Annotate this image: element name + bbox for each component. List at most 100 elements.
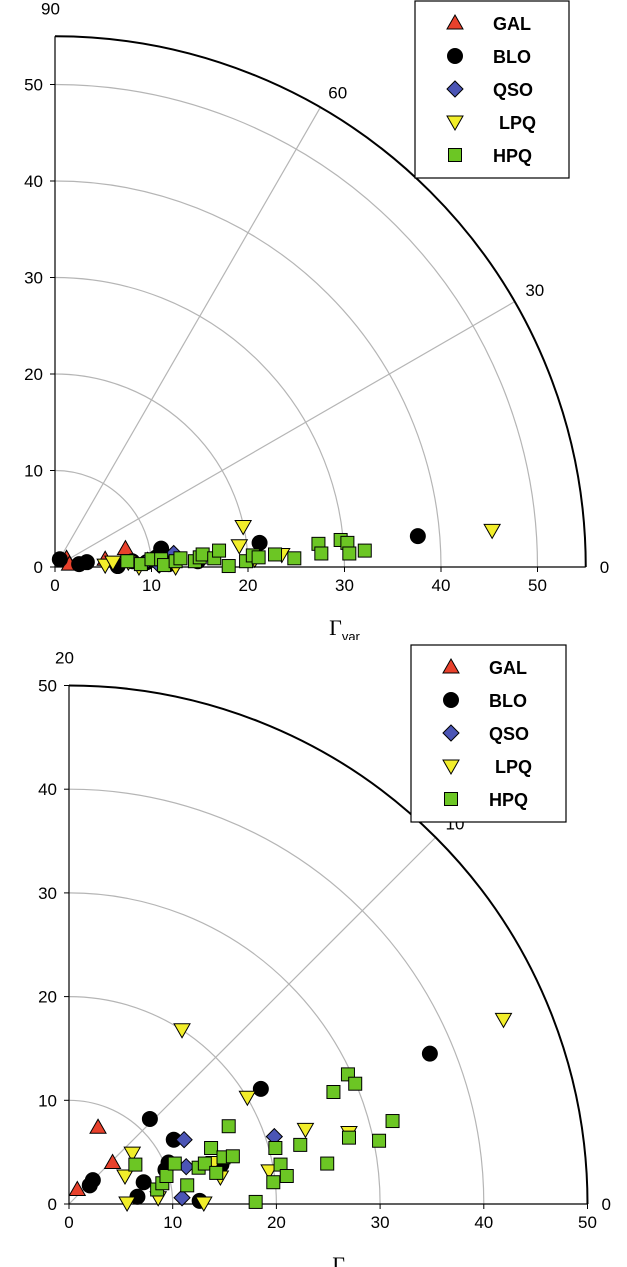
x-tick-label: 10 (163, 1213, 182, 1232)
legend-label-hpq: HPQ (489, 790, 528, 810)
x-tick-label: 20 (239, 576, 258, 595)
legend-marker-lpq (446, 115, 464, 132)
hpq-point (221, 559, 236, 574)
grid-ring (54, 276, 346, 568)
blo-point (84, 1172, 101, 1189)
legend-marker-hpq (444, 792, 458, 806)
hpq-point (167, 1156, 182, 1171)
legend-label-gal: GAL (493, 14, 531, 34)
lpq-point (260, 1164, 279, 1180)
y-tick-label: 20 (24, 365, 43, 384)
blo-point (409, 528, 426, 545)
legend-marker-hpq (448, 148, 462, 162)
x-tick-label: 50 (528, 576, 547, 595)
lpq-point (296, 1122, 315, 1139)
legend-box (410, 644, 567, 823)
lpq-point (238, 1090, 257, 1107)
hpq-point (326, 1085, 341, 1100)
hpq-point (348, 1076, 363, 1091)
y-tick-label: 40 (38, 780, 57, 799)
hpq-point (221, 1119, 236, 1134)
hpq-point (197, 1156, 212, 1171)
outer-arc (54, 35, 587, 568)
hpq-point (209, 1165, 224, 1180)
hpq-point (341, 1130, 356, 1145)
lpq-point (116, 1169, 134, 1186)
hpq-point (248, 1194, 263, 1209)
hpq-point (287, 551, 302, 566)
legend-marker-blo (447, 48, 463, 64)
legend-marker-gal (442, 657, 460, 674)
y-tick-label: 30 (24, 269, 43, 288)
gal-point (89, 1118, 107, 1134)
y-tick-label: 40 (24, 172, 43, 191)
legend-box (414, 0, 570, 179)
blo-point (78, 554, 95, 571)
x-tick-label: 30 (335, 576, 354, 595)
hpq-point (342, 546, 357, 561)
legend-label-blo: BLO (493, 47, 531, 67)
grid-ring (54, 180, 442, 568)
hpq-point (357, 543, 372, 558)
lpq-point (234, 519, 253, 536)
hpq-point (180, 1178, 195, 1193)
gal-point (103, 1153, 122, 1170)
angle-label: 30 (525, 281, 544, 300)
lpq-point (494, 1012, 513, 1029)
lpq-point (230, 539, 249, 555)
qso-point (175, 1130, 193, 1149)
y-tick-label: 0 (34, 558, 43, 577)
x-tick-label: 50 (578, 1213, 597, 1232)
hpq-point (279, 1169, 294, 1184)
legend-marker-qso (446, 80, 464, 98)
hpq-point (320, 1156, 335, 1171)
grid-ring (54, 469, 153, 568)
lpq-point (104, 555, 122, 572)
outer-arc (68, 684, 589, 1205)
legend-marker-lpq (442, 759, 460, 776)
x-tick-label: 40 (432, 576, 451, 595)
x-axis-symbol: Γ (329, 615, 342, 640)
legend-label-lpq: LPQ (499, 113, 536, 133)
radial-line (54, 301, 515, 568)
lpq-point (123, 1146, 142, 1163)
blo-point (51, 551, 68, 568)
grid-ring (54, 83, 539, 568)
blo-point (135, 1174, 152, 1191)
y-tick-label: 50 (24, 76, 43, 95)
hpq-point (128, 1157, 143, 1172)
hpq-point (372, 1133, 387, 1148)
hpq-point (251, 550, 266, 565)
legend-marker-qso (442, 724, 460, 742)
x-tick-label: 10 (142, 576, 161, 595)
x-tick-label: 40 (474, 1213, 493, 1232)
y-tick-label: 10 (24, 462, 43, 481)
angle-label: 90 (41, 0, 60, 18)
x-axis-title: Γ (332, 1252, 345, 1267)
angle-label: 0 (602, 1195, 611, 1214)
x-tick-label: 0 (50, 576, 59, 595)
radial-line (68, 836, 437, 1205)
angle-label: 20 (55, 649, 74, 668)
blo-point (421, 1045, 438, 1062)
lpq-point (118, 1196, 136, 1212)
hpq-point (268, 547, 283, 562)
y-tick-label: 10 (38, 1091, 57, 1110)
lpq-point (194, 1196, 213, 1212)
blo-point (252, 1080, 269, 1097)
hpq-point (385, 1114, 400, 1129)
y-tick-label: 20 (38, 988, 57, 1007)
x-tick-label: 30 (371, 1213, 390, 1232)
gal-point (68, 1180, 87, 1196)
x-axis-title: Γvar (329, 615, 360, 640)
legend-label-blo: BLO (489, 691, 527, 711)
lpq-point (173, 1023, 191, 1039)
hpq-point (212, 543, 227, 558)
hpq-point (159, 1169, 174, 1184)
y-tick-label: 50 (38, 677, 57, 696)
hpq-point (120, 554, 135, 569)
legend-marker-gal (446, 13, 464, 30)
hpq-point (314, 546, 329, 561)
qso-point (173, 1189, 191, 1207)
